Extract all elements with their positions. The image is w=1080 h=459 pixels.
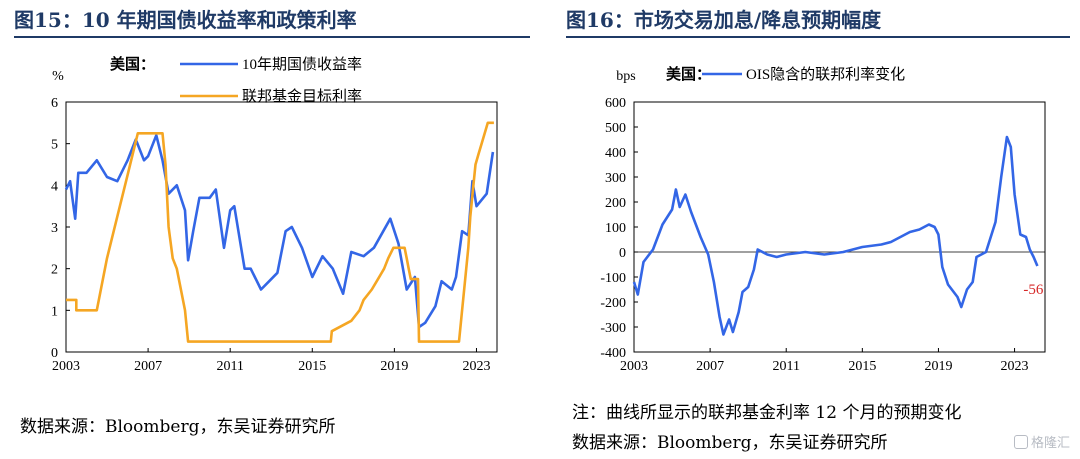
- watermark-text: 格隆汇: [1030, 436, 1070, 451]
- left-chart-x-tick-label: 2019: [380, 359, 408, 374]
- yield-vs-policy-rate-chart: % 0 1 2 3 4 5 6 2003 2007 2011 2015 2019 2023 美国： 10年期国…: [51, 55, 498, 374]
- right-title-rule: [566, 36, 1070, 38]
- left-chart-legend-label: 联邦基金目标利率: [242, 88, 362, 105]
- right-chart-y-tick-label: 0: [619, 246, 626, 261]
- left-chart-series-line-1: [64, 134, 495, 329]
- left-chart-y-tick-label: 5: [51, 138, 58, 153]
- right-chart-y-tick-label: 400: [605, 146, 626, 161]
- right-figure: 图16：市场交易加息/降息预期幅度 bps 600 500 400 300 200 100 0…: [552, 0, 1080, 459]
- left-chart-legend-prefix: 美国：: [110, 55, 155, 73]
- ois-implied-rate-change-chart: bps6005004003002001000-100-200-300-40020…: [600, 65, 1046, 374]
- right-figure-title: 图16：市场交易加息/降息预期幅度: [566, 8, 882, 32]
- right-chart-y-tick-label: -400: [600, 346, 626, 361]
- left-chart-y-tick-label: 4: [51, 179, 58, 194]
- left-figure: 图15：10 年期国债收益率和政策利率 % 0 1 2 3 4 5 6 2003 2007 2011…: [14, 8, 530, 437]
- left-chart-y-axis-label: %: [52, 69, 64, 84]
- left-chart-x-tick-label: 2003: [52, 359, 80, 374]
- right-chart-legend-label: OIS隐含的联邦利率变化: [746, 66, 905, 83]
- right-chart-x-tick-label: 2011: [772, 359, 799, 374]
- right-chart-y-tick-label: -300: [600, 321, 626, 336]
- right-chart-y-tick-label: 500: [605, 121, 626, 136]
- left-chart-y-tick-label: 1: [51, 304, 58, 319]
- right-footnote: 注：曲线所显示的联邦基金利率 12 个月的预期变化: [572, 403, 962, 423]
- right-chart-series-line-1: [632, 135, 1039, 336]
- left-source-note: 数据来源：Bloomberg，东吴证券研究所: [20, 417, 336, 437]
- left-chart-x-tick-label: 2023: [462, 359, 490, 374]
- left-chart-legend-label: 10年期国债收益率: [242, 56, 362, 73]
- right-chart-x-tick-label: 2023: [1001, 359, 1029, 374]
- left-chart-y-tick-label: 6: [51, 96, 58, 111]
- right-source-note: 数据来源：Bloomberg，东吴证券研究所: [572, 433, 888, 453]
- right-chart-y-tick-label: 100: [605, 221, 626, 236]
- left-chart-x-tick-label: 2015: [298, 359, 326, 374]
- right-chart-x-tick-label: 2015: [848, 359, 876, 374]
- left-chart-plot-frame: [65, 101, 498, 353]
- right-chart-x-tick-label: 2019: [924, 359, 952, 374]
- right-chart-data-label: -56: [1023, 282, 1043, 298]
- left-chart-y-tick-label: 0: [51, 346, 58, 361]
- left-chart-y-tick-label: 3: [51, 221, 58, 236]
- right-chart-x-tick-label: 2007: [696, 359, 724, 374]
- left-chart-y-tick-label: 2: [51, 263, 58, 278]
- right-chart-y-tick-label: 200: [605, 196, 626, 211]
- left-figure-title: 图15：10 年期国债收益率和政策利率: [14, 8, 357, 32]
- left-chart-x-tick-label: 2011: [216, 359, 243, 374]
- right-chart-y-tick-label: 600: [605, 96, 626, 111]
- watermark-logo-icon: [1013, 435, 1028, 449]
- right-chart-legend-prefix: 美国：: [666, 65, 711, 83]
- right-chart-y-tick-label: -100: [600, 271, 626, 286]
- watermark: 格隆汇: [1013, 432, 1070, 451]
- left-chart-series-line-2: [66, 121, 494, 343]
- left-chart-x-tick-label: 2007: [134, 359, 162, 374]
- right-chart-y-tick-label: -200: [600, 296, 626, 311]
- right-chart-x-tick-label: 2003: [620, 359, 648, 374]
- right-chart-y-axis-label: bps: [616, 69, 635, 84]
- left-title-rule: [14, 36, 530, 38]
- right-chart-y-tick-label: 300: [605, 171, 626, 186]
